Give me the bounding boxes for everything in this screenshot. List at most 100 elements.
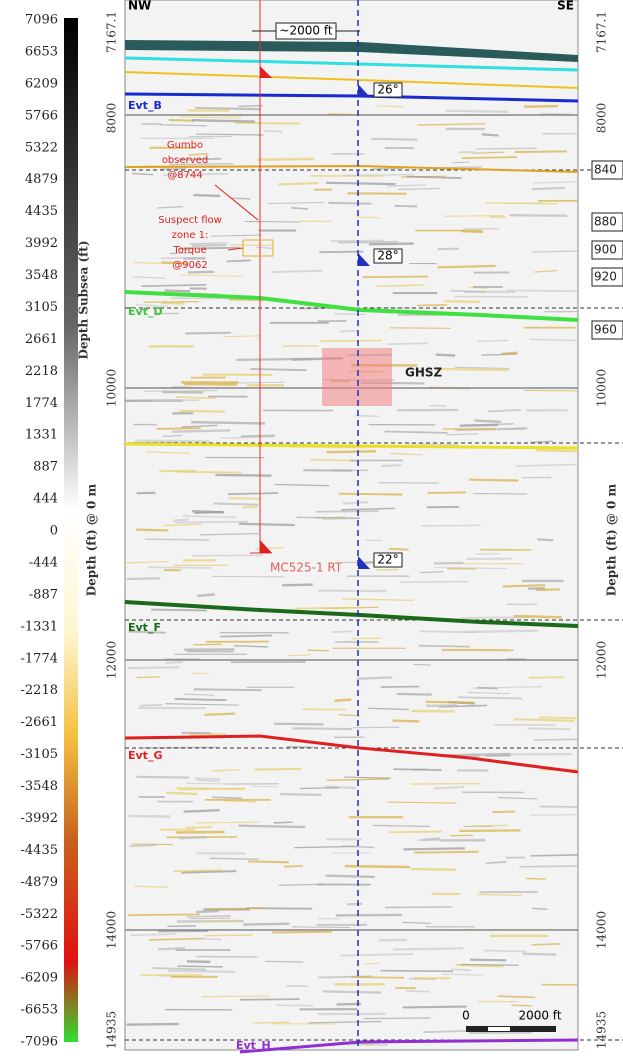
reflector: [172, 518, 189, 522]
reflector: [532, 907, 548, 910]
depth-tick-label: 7167.1: [595, 11, 609, 53]
colorbar-label: 5322: [25, 140, 58, 155]
reflector: [405, 990, 430, 993]
reflector: [278, 883, 324, 887]
reflector: [452, 161, 470, 164]
reflector: [531, 250, 579, 253]
reflector: [509, 214, 568, 217]
reflector: [144, 538, 210, 541]
reflector: [342, 598, 414, 601]
reflector: [376, 284, 425, 287]
reflector: [325, 874, 376, 879]
horizon-orange: [124, 164, 579, 173]
reflector: [156, 206, 184, 209]
reflector: [464, 423, 514, 427]
reflector: [152, 967, 207, 971]
marker-label: 960: [594, 323, 617, 337]
reflector: [159, 469, 197, 473]
reflector: [146, 451, 190, 454]
reflector: [339, 329, 358, 333]
reflector: [363, 1017, 431, 1020]
reflector: [519, 865, 579, 868]
reflector: [371, 137, 418, 141]
annotation: Torque: [172, 245, 206, 256]
colorbar-label: 0: [50, 524, 58, 539]
reflector: [136, 775, 190, 779]
reflector: [177, 965, 223, 968]
reflector: [539, 805, 579, 808]
reflector: [393, 768, 442, 771]
reflector: [397, 187, 441, 191]
reflector: [185, 826, 213, 829]
reflector: [179, 246, 240, 250]
colorbar-label: 6653: [25, 44, 58, 59]
reflector: [527, 727, 571, 731]
reflector: [185, 331, 231, 335]
reflector: [235, 121, 301, 125]
reflector: [191, 119, 255, 123]
reflector: [134, 885, 169, 888]
colorbar-label: 7096: [25, 13, 58, 28]
reflector: [419, 630, 477, 634]
reflector: [523, 104, 558, 108]
depth-tick-label: 14935: [105, 1011, 119, 1049]
marker-box: [591, 320, 623, 340]
reflector: [127, 577, 161, 581]
reflector: [200, 106, 217, 109]
reflector: [177, 470, 242, 474]
reflector: [384, 430, 448, 434]
reflector: [530, 854, 579, 857]
reflector: [377, 105, 404, 108]
reflector: [522, 952, 556, 956]
reflector: [465, 629, 538, 634]
reflector: [273, 821, 293, 824]
colorbar-label: 2661: [25, 332, 58, 347]
angle-box: [373, 552, 403, 568]
colorbar-label: 444: [33, 492, 58, 507]
reflector: [484, 949, 527, 953]
reflector: [165, 703, 239, 706]
reflector: [303, 469, 352, 472]
reflector: [159, 167, 187, 171]
reflector: [417, 123, 486, 126]
reflector: [485, 202, 558, 205]
reflector: [136, 304, 168, 307]
horizon-label: Evt_H: [236, 1039, 271, 1052]
colorbar-label: -4879: [21, 875, 58, 890]
reflector: [166, 791, 198, 796]
reflector: [299, 787, 340, 790]
reflector: [197, 593, 216, 598]
colorbar-label: 1331: [25, 428, 58, 443]
reflector: [540, 112, 571, 115]
reflector: [322, 990, 382, 994]
reflector: [151, 608, 207, 612]
annotation: @9062: [172, 260, 207, 271]
reflector: [195, 821, 260, 824]
reflector: [165, 660, 183, 665]
reflector: [128, 814, 171, 818]
reflector: [433, 561, 464, 565]
colorbar-label: -444: [29, 555, 58, 570]
colorbar-label: 3992: [25, 236, 58, 251]
colorbar-label: 6209: [25, 76, 58, 91]
reflector: [257, 157, 314, 161]
reflector: [435, 353, 456, 357]
reflector: [443, 215, 505, 217]
angle-box: [373, 82, 403, 98]
reflector: [159, 124, 207, 127]
reflector: [340, 953, 414, 957]
reflector: [389, 452, 423, 456]
scale-start: 0: [462, 1009, 470, 1023]
blue-marker: [358, 253, 370, 266]
reflector: [164, 289, 191, 293]
reflector: [211, 769, 240, 772]
reflector: [338, 240, 399, 244]
reflector: [136, 528, 169, 532]
marker-label: 880: [594, 215, 617, 229]
annotation: observed: [162, 155, 208, 166]
annotations: Gumbo observed @8744 Suspect flow zone 1: Tor…: [158, 140, 259, 271]
reflector: [334, 698, 352, 702]
well-label: MC525-1 RT: [270, 561, 343, 575]
colorbar-label: 1774: [25, 396, 58, 411]
reflector: [244, 220, 300, 223]
